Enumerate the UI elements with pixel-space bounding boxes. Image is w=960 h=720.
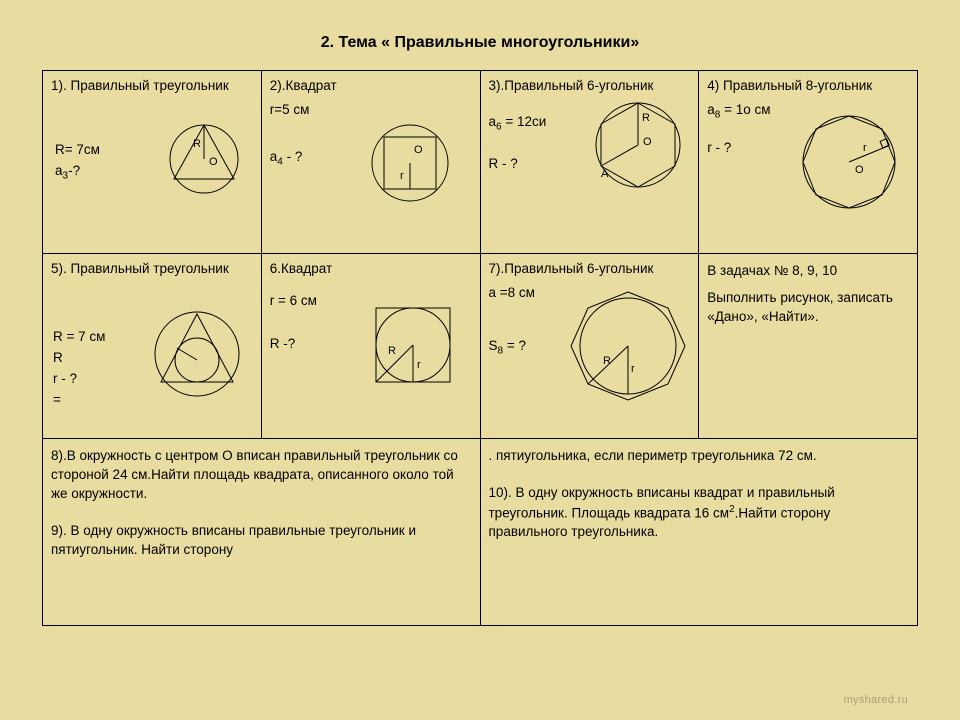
- c3-a6-pre: а: [489, 114, 497, 129]
- cell-3: 3).Правильный 6-угольник а6 = 12си R - ?…: [489, 77, 691, 245]
- c9-p1: 8).В окружность с центром О вписан прави…: [51, 447, 472, 504]
- cell-5: 5). Правильный треугольник R = 7 см R r …: [51, 260, 253, 428]
- c3-label-R: R: [642, 112, 650, 124]
- c1-a3: а3-?: [55, 162, 100, 184]
- c5-l4: =: [53, 391, 105, 410]
- c4-heading: 4) Правильный 8-угольник: [707, 77, 909, 95]
- c7-label-R: R: [603, 355, 611, 367]
- page-title: 2. Тема « Правильные многоугольники»: [42, 34, 918, 52]
- c2-label-r: r: [400, 170, 404, 182]
- c5-l2: R: [53, 349, 105, 368]
- c6-heading: 6.Квадрат: [270, 260, 472, 278]
- c3-label-A: А: [601, 168, 609, 180]
- c1-heading: 1). Правильный треугольник: [51, 77, 253, 95]
- c1-R: R= 7см: [55, 141, 100, 160]
- c6-label-R: R: [388, 345, 396, 357]
- cell-8: В задачах № 8, 9, 10 Выполнить рисунок, …: [707, 262, 909, 430]
- c7-label-r: r: [631, 363, 635, 375]
- cell-6: 6.Квадрат r = 6 см R -? R r: [270, 260, 472, 428]
- c6-label-r: r: [417, 359, 421, 371]
- c2-heading: 2).Квадрат: [270, 77, 472, 95]
- c3-figure: R О А: [583, 95, 693, 195]
- c2-a4-post: - ?: [283, 149, 303, 164]
- c3-heading: 3).Правильный 6-угольник: [489, 77, 691, 95]
- c7-S-pre: S: [489, 338, 498, 353]
- c7-figure: R r: [563, 286, 693, 406]
- c8-l1: В задачах № 8, 9, 10: [707, 262, 909, 281]
- problems-table: 1). Правильный треугольник R= 7см а3-? R…: [42, 70, 918, 626]
- c2-label-O: О: [414, 144, 423, 156]
- c1-figure: R О: [159, 113, 249, 199]
- c1-label-O: О: [209, 156, 218, 168]
- c5-l1: R = 7 см: [53, 328, 105, 347]
- cell-7: 7).Правильный 6-угольник а =8 см S8 = ? …: [489, 260, 691, 428]
- cell-9: 8).В окружность с центром О вписан прави…: [51, 447, 472, 617]
- watermark: myshared.ru: [844, 694, 908, 706]
- cell-4: 4) Правильный 8-угольник а8 = 1о см r - …: [707, 77, 909, 245]
- c4-figure: О r: [789, 107, 909, 217]
- c5-heading: 5). Правильный треугольник: [51, 260, 253, 278]
- cell-10: . пятиугольника, если периметр треугольн…: [489, 447, 910, 617]
- c3-a6-post: = 12си: [502, 114, 547, 129]
- c7-heading: 7).Правильный 6-угольник: [489, 260, 691, 278]
- c7-S-post: = ?: [503, 338, 526, 353]
- c5-l3: r - ?: [53, 370, 105, 389]
- c4-a8-post: = 1о см: [720, 102, 770, 117]
- c1-a3-pre: а: [55, 163, 63, 178]
- c3-label-O: О: [643, 136, 652, 148]
- c6-figure: R r: [362, 296, 466, 396]
- c1-label-R: R: [193, 138, 201, 150]
- c1-a3-post: -?: [68, 163, 80, 178]
- cell-2: 2).Квадрат r=5 см а4 - ? О r: [270, 77, 472, 245]
- c2-figure: О r: [362, 117, 458, 209]
- c8-l2: Выполнить рисунок, записать «Дано», «Най…: [707, 289, 909, 327]
- c5-figure: [145, 306, 249, 402]
- c4-label-r: r: [863, 142, 867, 154]
- cell-1: 1). Правильный треугольник R= 7см а3-? R…: [51, 77, 253, 245]
- c9-p2: 9). В одну окружность вписаны правильные…: [51, 522, 472, 560]
- c4-a8-pre: а: [707, 102, 715, 117]
- c10-p1: . пятиугольника, если периметр треугольн…: [489, 447, 910, 466]
- c4-label-O: О: [855, 164, 864, 176]
- c10-p2: 10). В одну окружность вписаны квадрат и…: [489, 484, 910, 542]
